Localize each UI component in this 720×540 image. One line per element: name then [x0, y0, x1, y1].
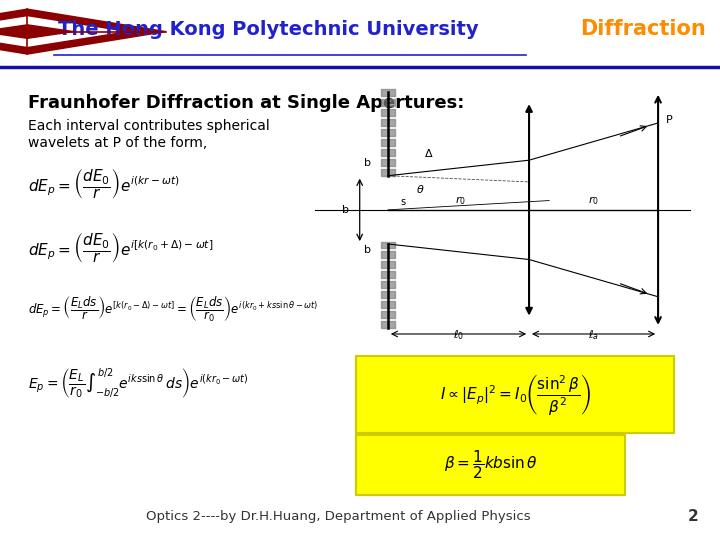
Text: $I \propto |E_p|^2 = I_0\left(\dfrac{\sin^2\beta}{\beta^2}\right)$: $I \propto |E_p|^2 = I_0\left(\dfrac{\si…	[440, 372, 590, 417]
Text: Fraunhofer Diffraction at Single Apertures:: Fraunhofer Diffraction at Single Apertur…	[28, 93, 464, 112]
Text: s: s	[400, 197, 405, 207]
Polygon shape	[0, 9, 166, 54]
Text: Diffraction: Diffraction	[580, 19, 706, 39]
FancyBboxPatch shape	[356, 356, 674, 433]
Text: The Hong Kong Polytechnic University: The Hong Kong Polytechnic University	[58, 20, 478, 39]
Text: Optics 2----by Dr.H.Huang, Department of Applied Physics: Optics 2----by Dr.H.Huang, Department of…	[146, 510, 531, 523]
Text: $dE_p = \left(\dfrac{dE_0}{r}\right)e^{i[k(r_0+\Delta)-\omega t]}$: $dE_p = \left(\dfrac{dE_0}{r}\right)e^{i…	[28, 230, 214, 265]
Text: $dE_p = \left(\dfrac{E_L ds}{r}\right)e^{[k(r_0-\Delta)-\omega t]} = \left(\dfra: $dE_p = \left(\dfrac{E_L ds}{r}\right)e^…	[28, 294, 319, 324]
Text: $\theta$: $\theta$	[416, 183, 425, 195]
Text: $r_0$: $r_0$	[588, 194, 599, 207]
Text: $r_0$: $r_0$	[455, 194, 466, 207]
Text: b: b	[342, 205, 349, 215]
Text: 2: 2	[688, 509, 698, 524]
Polygon shape	[0, 17, 120, 46]
Polygon shape	[0, 25, 73, 38]
Text: $E_p = \left(\dfrac{E_L}{r_0}\int_{-b/2}^{b/2} e^{iks\sin\theta}\,ds\right)e^{i(: $E_p = \left(\dfrac{E_L}{r_0}\int_{-b/2}…	[28, 367, 249, 400]
Text: b: b	[364, 245, 372, 255]
Text: $\beta = \dfrac{1}{2}kb\sin\theta$: $\beta = \dfrac{1}{2}kb\sin\theta$	[444, 448, 538, 481]
FancyBboxPatch shape	[356, 435, 624, 495]
Text: $\Delta$: $\Delta$	[424, 147, 433, 159]
Text: b: b	[364, 158, 372, 168]
Text: $\ell_0$: $\ell_0$	[453, 329, 464, 342]
Text: $\ell_a$: $\ell_a$	[588, 329, 599, 342]
Text: P: P	[666, 115, 673, 125]
FancyBboxPatch shape	[0, 65, 720, 503]
Text: $dE_p = \left(\dfrac{dE_0}{r}\right)e^{i(kr-\omega t)}$: $dE_p = \left(\dfrac{dE_0}{r}\right)e^{i…	[28, 166, 180, 201]
Text: wavelets at P of the form,: wavelets at P of the form,	[28, 136, 207, 150]
Text: Each interval contributes spherical: Each interval contributes spherical	[28, 119, 270, 133]
